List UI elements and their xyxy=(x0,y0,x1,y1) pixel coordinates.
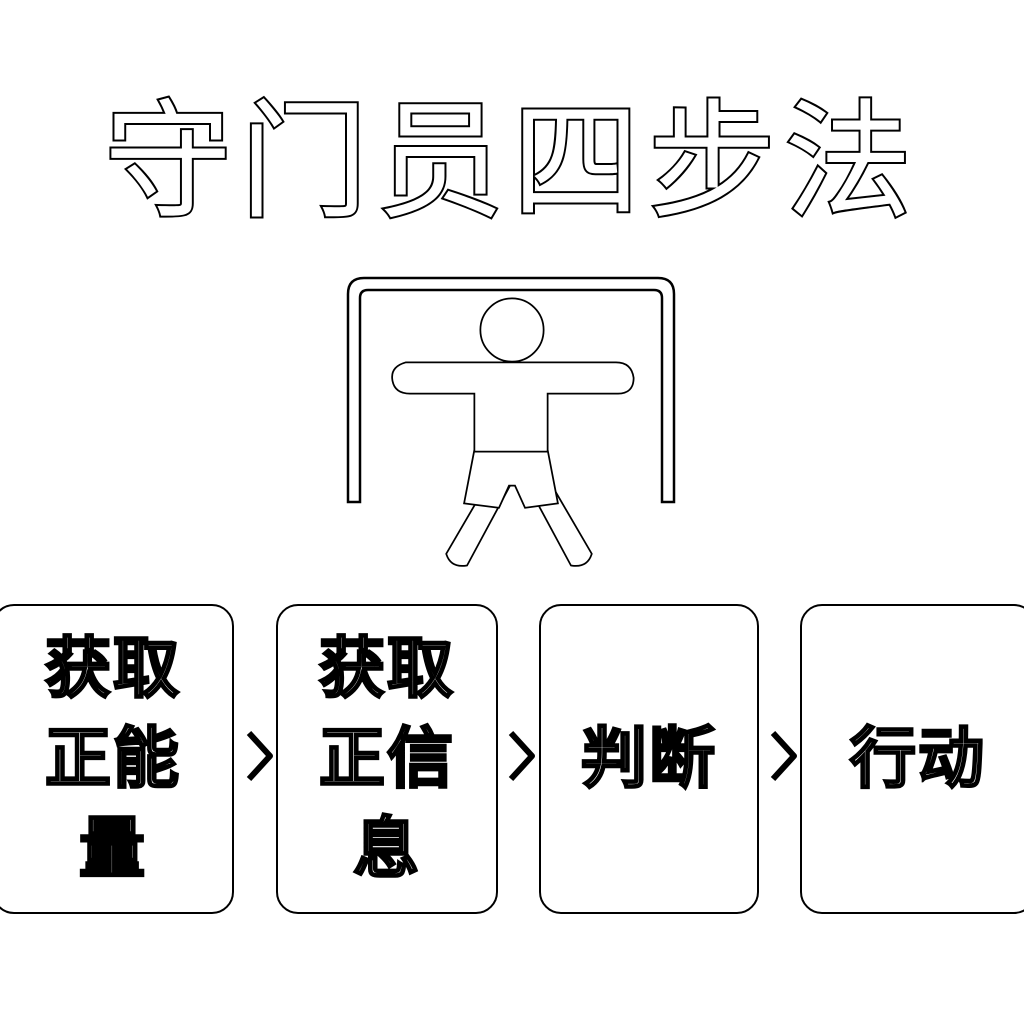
goalkeeper-in-goal-icon xyxy=(346,276,676,567)
step-label: 获取 正能 量 xyxy=(44,629,181,889)
diagram-title: 守门员四步法 xyxy=(102,86,920,239)
step-card-4: 行动 xyxy=(800,604,1024,914)
step-label: 判断 xyxy=(580,719,717,799)
step-card-3: 判断 xyxy=(539,604,759,914)
step-card-2: 获取 正信 息 xyxy=(276,604,498,914)
chevron-right-icon xyxy=(246,730,273,782)
chevron-right-icon xyxy=(508,730,535,782)
step-card-1: 获取 正能 量 xyxy=(0,604,234,914)
chevron-right-icon xyxy=(770,730,797,782)
step-label: 行动 xyxy=(849,719,986,799)
step-label: 获取 正信 息 xyxy=(318,629,455,889)
